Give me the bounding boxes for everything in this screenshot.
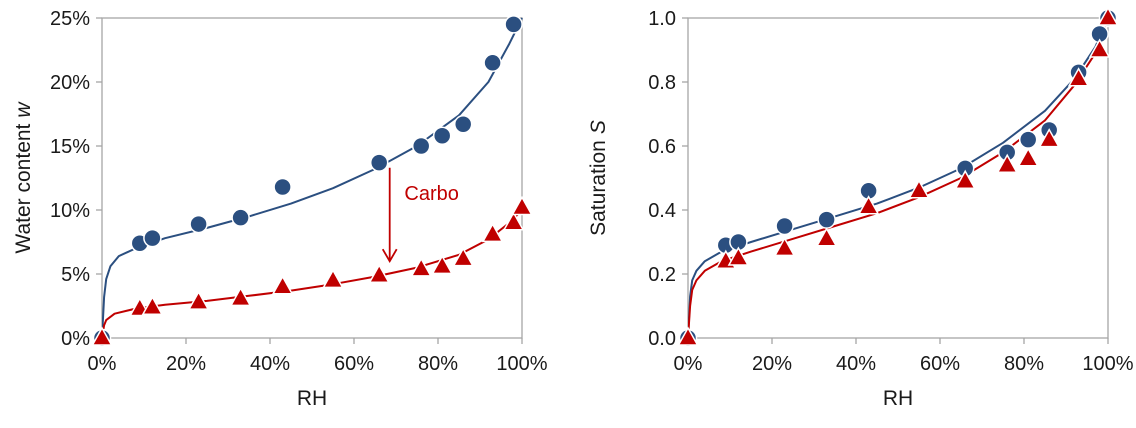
x-tick-label: 80% (418, 353, 458, 375)
y-axis-title: Water content w (12, 101, 35, 254)
y-tick-label: 0.4 (648, 200, 676, 222)
annotation-arrow-head (381, 248, 398, 263)
data-point-circle (411, 136, 431, 156)
data-point-triangle (1017, 147, 1039, 167)
data-point-circle (432, 126, 452, 146)
data-point-triangle (271, 275, 294, 295)
data-point-triangle (229, 286, 252, 307)
y-tick-label: 0.0 (648, 328, 676, 350)
x-tick-label: 100% (1082, 353, 1133, 375)
data-point-triangle (773, 236, 796, 257)
fit-line-circle-series (688, 17, 1109, 339)
data-point-circle (1018, 130, 1038, 149)
y-tick-label: 0% (61, 328, 90, 350)
data-point-circle (504, 15, 523, 34)
data-point-triangle (368, 263, 390, 284)
x-axis-title: RH (297, 387, 327, 410)
y-axis-title-variable: S (587, 120, 610, 134)
y-tick-label: 10% (50, 200, 90, 222)
data-point-circle (231, 208, 250, 227)
x-tick-label: 60% (920, 353, 960, 375)
y-axis-title-variable: w (12, 101, 35, 118)
y-tick-label: 15% (50, 136, 90, 158)
x-tick-label: 60% (334, 353, 374, 375)
y-tick-label: 1.0 (648, 8, 676, 30)
x-tick-label: 40% (250, 353, 290, 375)
data-point-triangle (502, 211, 525, 231)
y-axis-title-text: Saturation (587, 140, 610, 236)
data-point-triangle (1067, 67, 1090, 87)
data-point-triangle (452, 247, 474, 267)
data-point-triangle (677, 326, 699, 346)
data-point-triangle (727, 246, 750, 266)
data-point-circle (453, 114, 473, 134)
data-point-triangle (1097, 6, 1119, 26)
data-point-triangle (141, 295, 164, 316)
y-axis-title: Saturation S (587, 120, 610, 236)
annotation-label: Carbo (404, 183, 458, 205)
fit-line-triangle-series (102, 209, 523, 339)
y-tick-label: 0.8 (648, 72, 676, 94)
fit-line-circle-series (102, 17, 523, 339)
chart-water-content: 0% 20% 40% 60% 80% 100% 0% 5% 10% 15% 20% 25% RH Wate… (12, 8, 548, 410)
data-point-circle (817, 210, 836, 229)
data-point-triangle (908, 179, 930, 199)
data-point-triangle (857, 195, 880, 215)
x-tick-label: 20% (166, 353, 206, 375)
chart-saturation: 0% 20% 40% 60% 80% 100% 0.0 0.2 0.4 0.6 0.8 1.0 RH Sa… (587, 6, 1134, 410)
data-point-circle (775, 216, 794, 236)
data-point-circle (143, 228, 162, 248)
y-axis-title-text: Water content (12, 123, 35, 253)
data-point-triangle (187, 290, 210, 310)
data-point-triangle (815, 227, 838, 247)
x-tick-label: 80% (1004, 353, 1044, 375)
data-point-triangle (322, 268, 344, 289)
data-point-triangle (996, 153, 1018, 173)
x-tick-label: 100% (496, 353, 547, 375)
data-point-triangle (954, 169, 976, 189)
x-tick-label: 20% (752, 353, 792, 375)
plot-area-border (687, 17, 1109, 339)
data-point-triangle (410, 257, 432, 277)
y-tick-label: 20% (50, 72, 90, 94)
y-tick-label: 25% (50, 8, 90, 30)
data-point-triangle (91, 326, 113, 346)
x-tick-label: 0% (674, 353, 703, 375)
y-tick-label: 0.2 (648, 264, 676, 286)
data-point-circle (273, 177, 292, 197)
data-point-triangle (481, 222, 504, 243)
y-tick-label: 0.6 (648, 136, 676, 158)
x-tick-label: 0% (88, 353, 117, 375)
data-point-circle (369, 153, 389, 172)
y-tick-label: 5% (61, 264, 90, 286)
data-point-triangle (1088, 38, 1111, 58)
data-point-circle (483, 53, 502, 73)
fit-line-triangle-series (688, 17, 1109, 339)
plot-area-border (101, 17, 523, 339)
data-point-circle (189, 214, 208, 234)
data-point-triangle (1038, 128, 1060, 148)
data-point-triangle (431, 254, 453, 275)
x-axis-title: RH (883, 387, 913, 410)
x-tick-label: 40% (836, 353, 876, 375)
data-point-triangle (511, 195, 533, 216)
